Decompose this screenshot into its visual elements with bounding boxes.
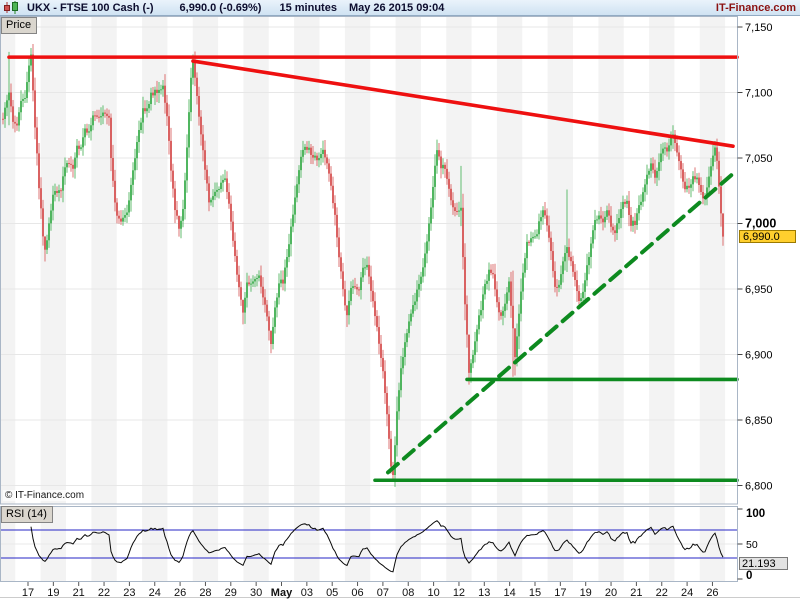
header-bar: UKX - FTSE 100 Cash (-) 6,990.0 (-0.69%)… — [0, 0, 800, 16]
rsi-value-box: 21.193 — [739, 557, 788, 571]
svg-text:6,900: 6,900 — [745, 350, 773, 362]
svg-text:15: 15 — [529, 587, 541, 599]
svg-text:29: 29 — [225, 587, 237, 599]
last-price-badge: 6,990.0 — [739, 230, 796, 244]
svg-text:20: 20 — [605, 587, 617, 599]
svg-text:22: 22 — [656, 587, 668, 599]
price-panel-tab[interactable]: Price — [1, 17, 38, 34]
rsi-panel-tab[interactable]: RSI (14) — [1, 506, 53, 523]
svg-text:May: May — [271, 587, 293, 599]
svg-text:13: 13 — [478, 587, 490, 599]
svg-text:28: 28 — [199, 587, 211, 599]
datetime-label: May 26 2015 09:04 — [348, 1, 445, 14]
svg-text:06: 06 — [351, 587, 363, 599]
symbol-title: UKX - FTSE 100 Cash (-) — [27, 1, 154, 14]
svg-text:24: 24 — [149, 587, 161, 599]
svg-text:7,150: 7,150 — [745, 22, 773, 34]
svg-text:50: 50 — [746, 539, 758, 551]
svg-text:12: 12 — [453, 587, 465, 599]
svg-text:19: 19 — [47, 587, 59, 599]
last-price-and-change: 6,990.0 (-0.69%) — [179, 1, 262, 14]
svg-text:7,100: 7,100 — [745, 88, 773, 100]
svg-text:08: 08 — [402, 587, 414, 599]
svg-text:22: 22 — [98, 587, 110, 599]
svg-text:07: 07 — [377, 587, 389, 599]
svg-text:23: 23 — [123, 587, 135, 599]
svg-text:6,850: 6,850 — [745, 415, 773, 427]
svg-text:19: 19 — [580, 587, 592, 599]
svg-text:100: 100 — [746, 508, 765, 520]
svg-text:26: 26 — [174, 587, 186, 599]
svg-text:10: 10 — [427, 587, 439, 599]
svg-text:24: 24 — [681, 587, 693, 599]
svg-text:21: 21 — [630, 587, 642, 599]
watermark: © IT-Finance.com — [3, 490, 87, 501]
svg-text:21: 21 — [73, 587, 85, 599]
svg-text:05: 05 — [326, 587, 338, 599]
svg-text:17: 17 — [22, 587, 34, 599]
svg-text:7,000: 7,000 — [745, 217, 776, 231]
svg-text:03: 03 — [301, 587, 313, 599]
brand-label: IT-Finance.com — [715, 1, 796, 14]
svg-text:0: 0 — [746, 570, 752, 582]
candlestick-icon — [4, 1, 18, 14]
svg-text:17: 17 — [554, 587, 566, 599]
svg-text:6,950: 6,950 — [745, 284, 773, 296]
svg-text:14: 14 — [504, 587, 516, 599]
svg-text:7,050: 7,050 — [745, 153, 773, 165]
svg-text:6,800: 6,800 — [745, 481, 773, 493]
timeframe-label: 15 minutes — [279, 1, 337, 14]
svg-text:26: 26 — [706, 587, 718, 599]
svg-text:30: 30 — [250, 587, 262, 599]
